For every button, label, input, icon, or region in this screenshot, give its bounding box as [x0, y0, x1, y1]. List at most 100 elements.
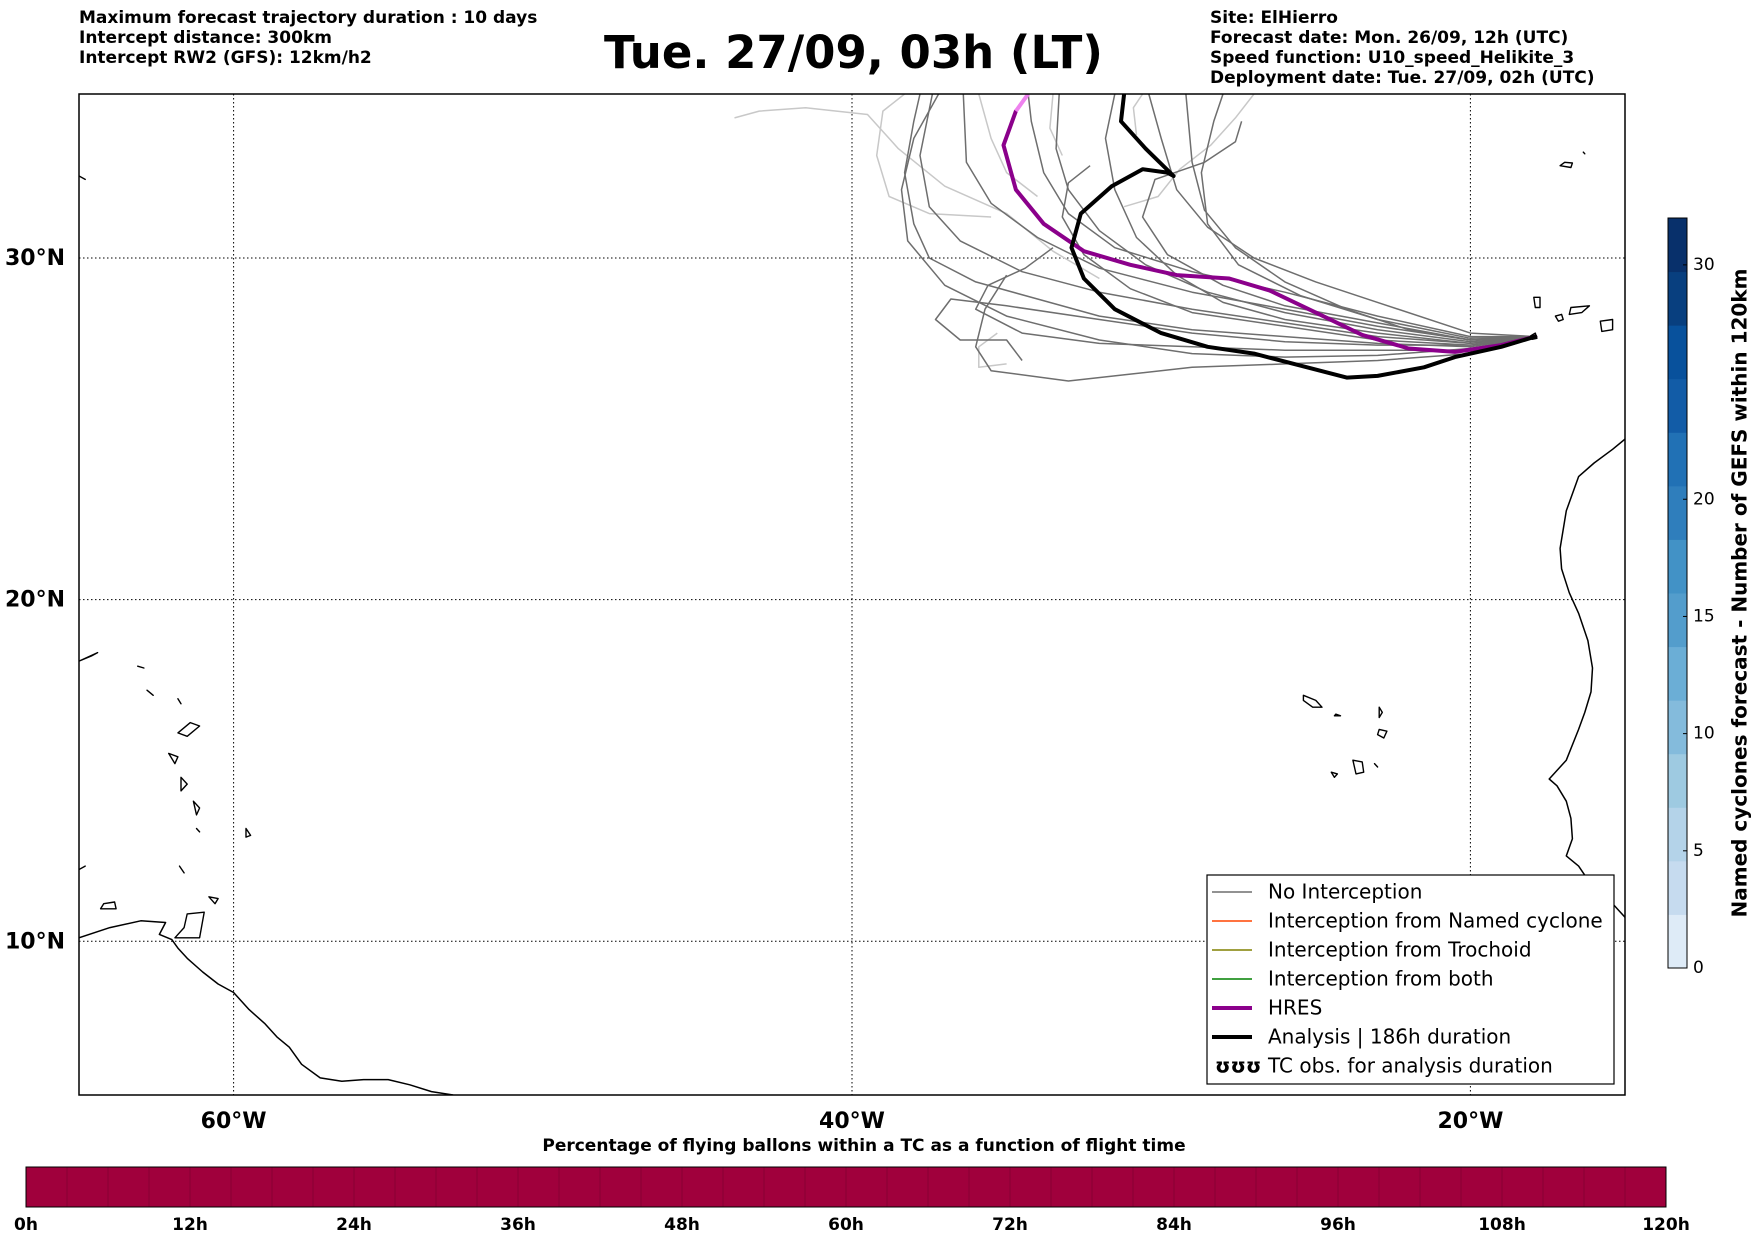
ensemble-trajectory	[1141, 121, 1536, 341]
ensemble-trajectory	[974, 274, 1536, 382]
header-info-right: Site: ElHierro Forecast date: Mon. 26/09…	[1210, 8, 1595, 88]
colorbar-cell	[1668, 700, 1687, 755]
flight-time-tick-label: 72h	[992, 1215, 1028, 1235]
island-outline	[1533, 296, 1541, 309]
map-axis-labels: 30°N 20°N 10°N 60°W 40°W 20°W	[5, 246, 1503, 1134]
colorbar-title: Named cyclones forecast - Number of GEFS…	[1728, 269, 1752, 918]
analysis-trajectory	[1069, 94, 1538, 380]
flight-time-tick-label: 48h	[664, 1215, 700, 1235]
island-outline	[1373, 762, 1379, 768]
island-outline	[1352, 759, 1365, 775]
island-outline	[168, 752, 179, 765]
island-outline	[180, 776, 188, 792]
colorbar-cell	[1668, 807, 1687, 862]
island-outline	[1378, 706, 1383, 719]
island-outline	[137, 665, 145, 669]
hres-trajectory-faded	[1014, 94, 1030, 113]
island-outline	[1302, 694, 1323, 708]
legend-tc-obs-symbol: ʊʊʊ	[1215, 1054, 1261, 1078]
info-forecast-date: Forecast date: Mon. 26/09, 12h (UTC)	[1210, 28, 1569, 48]
legend: No Interception Interception from Named c…	[1206, 874, 1615, 1085]
island-outline	[79, 175, 86, 181]
info-intercept-distance: Intercept distance: 300km	[79, 28, 332, 48]
flight-time-tick-label: 36h	[500, 1215, 536, 1235]
flight-time-tick-label: 108h	[1478, 1215, 1526, 1235]
trajectory-layer	[734, 94, 1538, 382]
island-outline	[99, 901, 117, 910]
flight-time-bar-frame	[25, 1166, 1667, 1208]
colorbar-cell	[1668, 218, 1687, 273]
ensemble-trajectory-faded	[978, 94, 1038, 198]
colorbar-cell	[1668, 646, 1687, 701]
island-outline	[1330, 771, 1339, 778]
island-outline	[1599, 318, 1614, 333]
legend-item-label: Interception from Named cyclone	[1268, 909, 1603, 933]
colorbar-cell	[1668, 860, 1687, 915]
ensemble-trajectory	[1055, 94, 1536, 343]
colorbar-tick-label: 10	[1693, 724, 1715, 744]
ensemble-trajectory	[1061, 165, 1536, 346]
ensemble-trajectory	[1200, 94, 1536, 340]
island-outline	[1554, 313, 1564, 322]
colorbar-tick-label: 0	[1693, 958, 1704, 978]
colorbar-cell	[1668, 914, 1687, 969]
ensemble-trajectory	[1027, 94, 1536, 338]
flight-time-tick-label: 0h	[14, 1215, 38, 1235]
island-outline	[177, 698, 182, 705]
legend-item-label: Interception from Trochoid	[1268, 938, 1532, 962]
info-max-duration: Maximum forecast trajectory duration : 1…	[79, 8, 538, 28]
ensemble-trajectory	[903, 94, 1536, 348]
island-outline	[1642, 302, 1661, 321]
colorbar-tick-label: 5	[1693, 841, 1704, 861]
colorbar-tick-label: 15	[1693, 606, 1715, 626]
colorbar-cell	[1668, 271, 1687, 326]
colorbar-tick-label: 20	[1693, 489, 1715, 509]
colorbar-cell	[1668, 485, 1687, 540]
colorbar-cell	[1668, 432, 1687, 487]
island-outline	[174, 911, 205, 939]
island-outline	[178, 865, 185, 874]
legend-item-label: HRES	[1268, 996, 1322, 1020]
colorbar-frame	[1667, 217, 1688, 969]
flight-time-tick-label: 84h	[1156, 1215, 1192, 1235]
island-outline	[1582, 151, 1586, 155]
info-deployment-date: Deployment date: Tue. 27/09, 02h (UTC)	[1210, 68, 1595, 88]
lat-tick-label: 10°N	[5, 929, 65, 954]
flight-time-tick-label: 96h	[1320, 1215, 1356, 1235]
lat-tick-label: 20°N	[5, 588, 65, 613]
info-speed-function: Speed function: U10_speed_Helikite_3	[1210, 48, 1575, 68]
ensemble-trajectory-faded	[1132, 94, 1144, 136]
ensemble-trajectory-faded	[1123, 94, 1255, 208]
flight-time-tick-label: 24h	[336, 1215, 372, 1235]
colorbar-cell	[1668, 378, 1687, 433]
island-outline	[208, 896, 219, 905]
ensemble-trajectory	[1104, 94, 1536, 345]
header-info-left: Maximum forecast trajectory duration : 1…	[79, 8, 537, 68]
lon-tick-label: 60°W	[201, 1109, 267, 1134]
coastline	[79, 920, 454, 1095]
island-outline	[177, 721, 201, 737]
ensemble-trajectory-faded	[734, 106, 1100, 280]
island-outline	[79, 651, 99, 662]
flight-time-bar: Percentage of flying ballons within a TC…	[14, 1136, 1690, 1235]
island-outline	[1333, 713, 1342, 717]
island-outline	[195, 827, 201, 833]
island-outline	[1530, 332, 1538, 340]
ensemble-trajectory	[962, 94, 1536, 341]
legend-item-label: Interception from both	[1268, 967, 1494, 991]
island-outline	[146, 689, 154, 696]
flight-time-tick-label: 120h	[1642, 1215, 1690, 1235]
ensemble-trajectory-faded	[1049, 94, 1063, 156]
flight-time-tick-label: 12h	[172, 1215, 208, 1235]
ensemble-trajectory	[1148, 94, 1536, 338]
flight-time-tick-label: 60h	[828, 1215, 864, 1235]
page-title: Tue. 27/09, 03h (LT)	[604, 26, 1103, 79]
colorbar: 0 5 10 15 20 30 Named cyclones forecast - Num…	[1667, 217, 1752, 978]
colorbar-cell	[1668, 753, 1687, 808]
hres-trajectory	[1001, 109, 1538, 354]
legend-item-label: TC obs. for analysis duration	[1267, 1054, 1553, 1078]
colorbar-cell	[1668, 539, 1687, 594]
legend-item-label: Analysis | 186h duration	[1268, 1025, 1511, 1049]
legend-box	[1206, 874, 1615, 1085]
colorbar-cell	[1668, 593, 1687, 648]
